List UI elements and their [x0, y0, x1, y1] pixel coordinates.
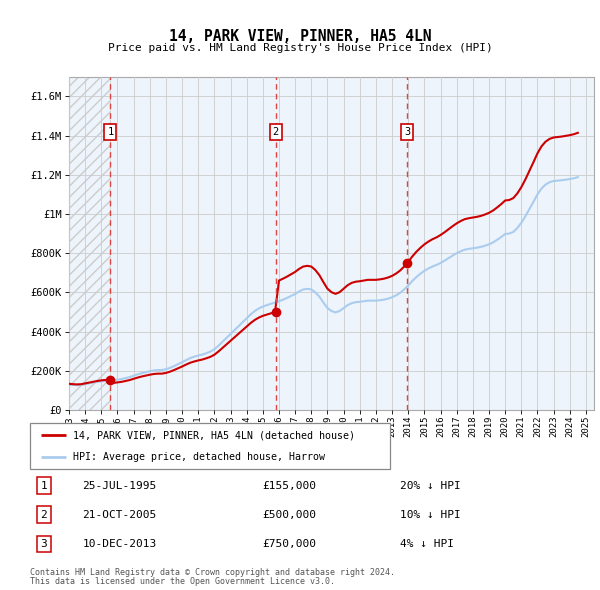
Text: 14, PARK VIEW, PINNER, HA5 4LN: 14, PARK VIEW, PINNER, HA5 4LN — [169, 29, 431, 44]
Text: 10-DEC-2013: 10-DEC-2013 — [82, 539, 157, 549]
Text: 2: 2 — [40, 510, 47, 520]
Text: 25-JUL-1995: 25-JUL-1995 — [82, 480, 157, 490]
Text: This data is licensed under the Open Government Licence v3.0.: This data is licensed under the Open Gov… — [30, 577, 335, 586]
Text: 20% ↓ HPI: 20% ↓ HPI — [400, 480, 461, 490]
Text: £500,000: £500,000 — [262, 510, 316, 520]
Text: 14, PARK VIEW, PINNER, HA5 4LN (detached house): 14, PARK VIEW, PINNER, HA5 4LN (detached… — [73, 431, 355, 441]
Text: £155,000: £155,000 — [262, 480, 316, 490]
Text: Price paid vs. HM Land Registry's House Price Index (HPI): Price paid vs. HM Land Registry's House … — [107, 44, 493, 53]
Text: Contains HM Land Registry data © Crown copyright and database right 2024.: Contains HM Land Registry data © Crown c… — [30, 568, 395, 576]
Text: 10% ↓ HPI: 10% ↓ HPI — [400, 510, 461, 520]
Text: HPI: Average price, detached house, Harrow: HPI: Average price, detached house, Harr… — [73, 451, 325, 461]
Text: £750,000: £750,000 — [262, 539, 316, 549]
Text: 1: 1 — [107, 127, 113, 137]
Text: 1: 1 — [40, 480, 47, 490]
Text: 3: 3 — [404, 127, 410, 137]
Text: 3: 3 — [40, 539, 47, 549]
Bar — [69, 77, 110, 410]
Text: 4% ↓ HPI: 4% ↓ HPI — [400, 539, 454, 549]
Text: 2: 2 — [272, 127, 279, 137]
Text: 21-OCT-2005: 21-OCT-2005 — [82, 510, 157, 520]
